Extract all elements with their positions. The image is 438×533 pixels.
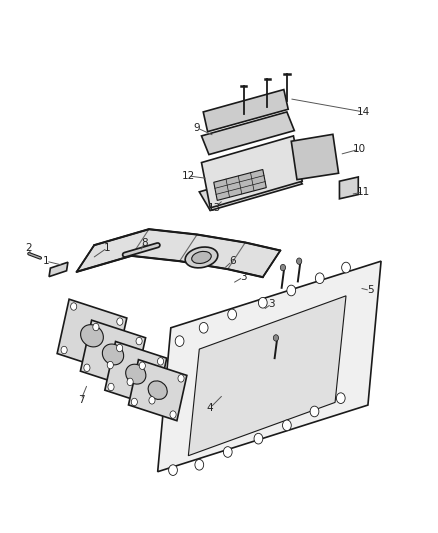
Polygon shape (158, 261, 381, 472)
Circle shape (178, 375, 184, 382)
Circle shape (310, 406, 319, 417)
Circle shape (127, 378, 133, 385)
Polygon shape (105, 342, 167, 407)
Circle shape (71, 303, 77, 310)
Circle shape (84, 364, 90, 372)
Text: 1: 1 (104, 243, 111, 253)
Ellipse shape (192, 252, 211, 263)
Polygon shape (201, 136, 302, 208)
Text: 5: 5 (367, 286, 374, 295)
Circle shape (315, 273, 324, 284)
Polygon shape (203, 90, 288, 132)
Circle shape (93, 324, 99, 331)
Text: 11: 11 (357, 187, 370, 197)
Ellipse shape (185, 247, 218, 268)
Polygon shape (128, 360, 187, 421)
Polygon shape (199, 165, 302, 211)
Text: 2: 2 (25, 243, 32, 253)
Polygon shape (339, 177, 358, 199)
Text: 3: 3 (240, 272, 247, 282)
Polygon shape (201, 112, 294, 155)
Text: 12: 12 (182, 171, 195, 181)
Circle shape (254, 433, 263, 444)
Circle shape (117, 344, 123, 352)
Polygon shape (188, 296, 346, 456)
Circle shape (258, 297, 267, 308)
Polygon shape (57, 299, 127, 373)
Circle shape (228, 309, 237, 320)
Text: 4: 4 (207, 403, 214, 413)
Text: 3: 3 (268, 299, 275, 309)
Circle shape (107, 361, 113, 369)
Polygon shape (291, 134, 339, 180)
Polygon shape (81, 320, 145, 389)
Circle shape (61, 346, 67, 354)
Circle shape (195, 459, 204, 470)
Text: 13: 13 (208, 203, 221, 213)
Circle shape (283, 420, 291, 431)
Circle shape (108, 383, 114, 391)
Circle shape (280, 264, 286, 271)
Ellipse shape (102, 344, 124, 365)
Circle shape (273, 335, 279, 341)
Circle shape (149, 397, 155, 404)
Text: 9: 9 (194, 123, 201, 133)
Polygon shape (77, 229, 280, 277)
Circle shape (117, 318, 123, 325)
Circle shape (131, 398, 138, 406)
Polygon shape (49, 262, 68, 277)
Circle shape (223, 447, 232, 457)
Circle shape (342, 262, 350, 273)
Ellipse shape (126, 364, 146, 384)
Text: 1: 1 (42, 256, 49, 266)
Text: 14: 14 (357, 107, 370, 117)
Circle shape (199, 322, 208, 333)
Text: 7: 7 (78, 395, 85, 405)
Circle shape (158, 358, 164, 365)
Circle shape (139, 362, 145, 369)
Text: 10: 10 (353, 144, 366, 154)
Ellipse shape (81, 325, 103, 347)
Text: 6: 6 (229, 256, 236, 266)
Circle shape (170, 411, 176, 418)
Circle shape (287, 285, 296, 296)
Circle shape (169, 465, 177, 475)
Polygon shape (214, 169, 266, 200)
Text: 8: 8 (141, 238, 148, 247)
Ellipse shape (148, 381, 167, 399)
Circle shape (136, 337, 142, 345)
Circle shape (175, 336, 184, 346)
Circle shape (336, 393, 345, 403)
Circle shape (297, 258, 302, 264)
